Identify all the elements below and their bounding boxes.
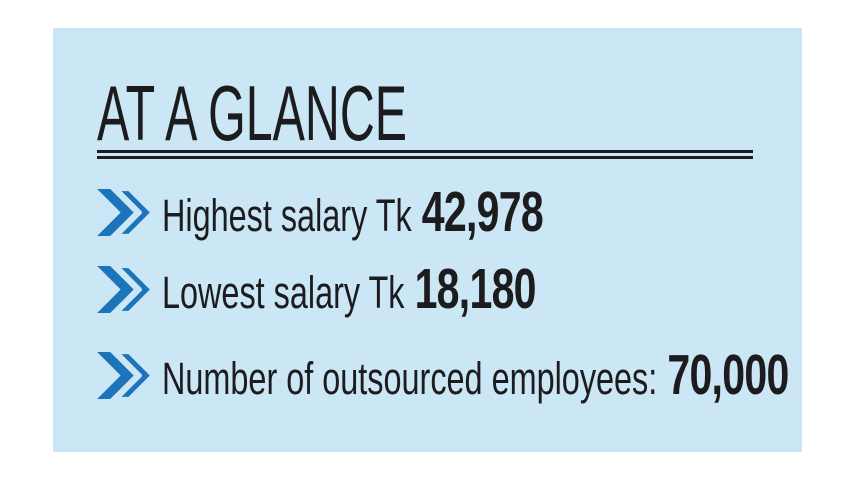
stat-row-highest-salary: Highest salary Tk 42,978 <box>97 180 857 244</box>
stat-value: 70,000 <box>667 343 789 407</box>
stat-value: 42,978 <box>421 180 544 244</box>
double-chevron-right-icon <box>97 188 153 236</box>
stats-list: Highest salary Tk 42,978 Lowest salary T… <box>97 180 857 407</box>
stat-text: Highest salary Tk 42,978 <box>162 179 544 245</box>
stat-value: 18,180 <box>414 257 537 321</box>
stat-text: Lowest salary Tk 18,180 <box>162 256 537 322</box>
stat-label: Highest salary Tk <box>162 190 412 241</box>
stat-text: Number of outsourced employees: 70,000 <box>162 342 789 408</box>
stat-row-lowest-salary: Lowest salary Tk 18,180 <box>97 257 857 321</box>
title-double-underline <box>97 150 753 159</box>
stat-label: Number of outsourced employees: <box>162 353 658 404</box>
stat-label: Lowest salary Tk <box>162 267 405 318</box>
at-a-glance-card: AT A GLANCE Highest salary Tk 42,978 Low… <box>53 28 802 452</box>
card-title: AT A GLANCE <box>97 69 407 157</box>
double-chevron-right-icon <box>97 265 153 313</box>
double-chevron-right-icon <box>97 351 153 399</box>
stat-row-outsourced-employees: Number of outsourced employees: 70,000 <box>97 343 857 407</box>
